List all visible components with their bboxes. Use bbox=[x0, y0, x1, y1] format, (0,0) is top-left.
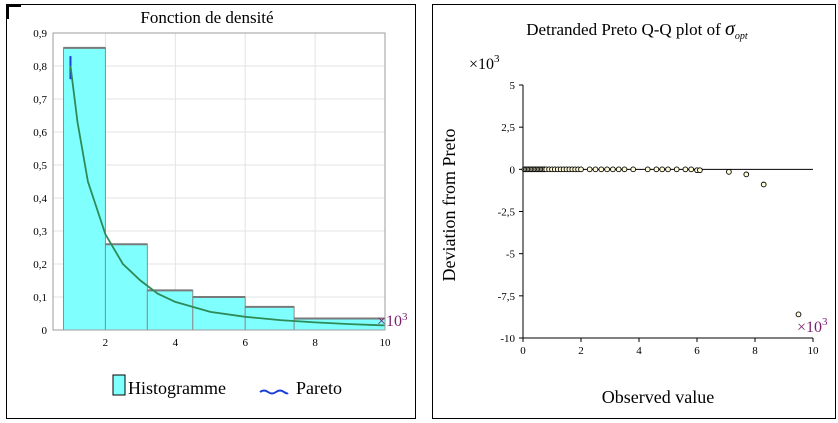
y-tick-label: -2,5 bbox=[498, 207, 516, 219]
qq-point bbox=[644, 166, 651, 173]
y-tick-label: -10 bbox=[500, 333, 515, 345]
y-axis-title: Deviation from Preto bbox=[439, 129, 459, 282]
legend: Histogramme Pareto bbox=[112, 374, 342, 398]
legend-histogram-label: Histogramme bbox=[128, 378, 226, 398]
x-multiplier: ×103 bbox=[797, 316, 828, 336]
corner-mark bbox=[7, 5, 21, 19]
qq-point bbox=[610, 166, 616, 173]
y-tick-label: -7,5 bbox=[498, 291, 516, 303]
pareto-curve bbox=[69, 65, 386, 327]
y-tick-label: 0,4 bbox=[33, 193, 47, 205]
x-tick-label: 4 bbox=[173, 337, 179, 349]
y-tick-label: 5 bbox=[510, 80, 516, 92]
y-tick-label: 0,1 bbox=[33, 292, 47, 304]
qq-point bbox=[682, 166, 689, 173]
qq-point bbox=[604, 166, 610, 173]
x-tick-label: 6 bbox=[694, 345, 700, 357]
x-tick-labels: 2 4 6 8 10 bbox=[103, 337, 391, 349]
qq-point bbox=[795, 311, 802, 318]
y-tick-label: 0,6 bbox=[33, 127, 47, 139]
qq-plot: Detranded Preto Q-Q plot of σopt ×103 5 2… bbox=[439, 18, 828, 407]
density-chart: Fonction de densité 00,10,20,30,40,50,60… bbox=[33, 8, 408, 398]
legend-pareto-label: Pareto bbox=[296, 378, 342, 398]
y-tick-label: 2,5 bbox=[501, 122, 515, 134]
x-tick-label: 10 bbox=[808, 345, 820, 357]
x-tick-label: 8 bbox=[752, 345, 758, 357]
qq-plot-panel: Detranded Preto Q-Q plot of σopt ×103 5 2… bbox=[432, 4, 836, 419]
qq-point bbox=[659, 166, 666, 173]
histogram-bar bbox=[104, 243, 148, 331]
x-tick-labels: 0 2 4 6 8 10 bbox=[520, 345, 819, 357]
qq-plot-title: Detranded Preto Q-Q plot of σopt bbox=[526, 18, 748, 42]
y-multiplier: ×103 bbox=[469, 53, 500, 73]
chart-title: Fonction de densité bbox=[140, 8, 273, 27]
plot-area bbox=[52, 32, 386, 331]
histogram-bar bbox=[146, 289, 194, 331]
density-chart-panel: Fonction de densité 0 0,1 0,2 0,3 0,4 0,5 0,6 0… bbox=[6, 4, 416, 419]
qq-point bbox=[673, 166, 680, 173]
y-tick-label: 0 bbox=[42, 325, 48, 337]
qq-point bbox=[653, 166, 660, 173]
y-tick-label: 0,9 bbox=[33, 28, 47, 40]
x-multiplier: ×103 bbox=[377, 311, 408, 330]
y-tick-label: -5 bbox=[506, 249, 516, 261]
qq-point bbox=[598, 166, 605, 173]
qq-point bbox=[760, 181, 767, 188]
x-tick-label: 2 bbox=[578, 345, 584, 357]
histogram-bar bbox=[62, 47, 106, 331]
y-tick-labels: 0 0,1 0,2 0,3 0,4 0,5 0,6 0,7 0,8 0,9 bbox=[33, 28, 47, 337]
axes bbox=[519, 84, 814, 342]
y-tick-label: 0,8 bbox=[33, 61, 47, 73]
y-tick-label: 0,2 bbox=[33, 259, 47, 271]
y-tick-label: 0 bbox=[510, 164, 516, 176]
qq-point bbox=[586, 166, 593, 173]
qq-point bbox=[615, 166, 622, 173]
x-tick-label: 2 bbox=[103, 337, 109, 349]
x-tick-label: 10 bbox=[380, 337, 392, 349]
qq-point bbox=[688, 166, 695, 173]
qq-point bbox=[578, 166, 584, 173]
y-tick-label: 0,5 bbox=[33, 160, 47, 172]
scatter-points bbox=[521, 166, 802, 318]
y-tick-label: 0,7 bbox=[33, 94, 47, 106]
qq-point bbox=[743, 171, 750, 178]
qq-point bbox=[726, 169, 732, 175]
histogram-bars bbox=[62, 46, 386, 331]
qq-point bbox=[697, 167, 703, 174]
x-tick-label: 8 bbox=[312, 337, 318, 349]
x-tick-label: 4 bbox=[636, 345, 642, 357]
qq-point bbox=[592, 166, 599, 173]
legend-histogram-swatch bbox=[112, 374, 126, 396]
x-tick-label: 0 bbox=[520, 345, 526, 357]
y-tick-label: 0,3 bbox=[33, 226, 47, 238]
qq-point bbox=[630, 166, 637, 173]
legend-pareto-swatch bbox=[259, 389, 289, 395]
qq-point bbox=[665, 166, 671, 173]
x-axis-title: Observed value bbox=[602, 387, 714, 407]
y-tick-labels: 5 2,5 0 -2,5 -5 -7,5 -10 bbox=[498, 80, 516, 345]
qq-point bbox=[621, 166, 628, 173]
x-tick-label: 6 bbox=[242, 337, 248, 349]
